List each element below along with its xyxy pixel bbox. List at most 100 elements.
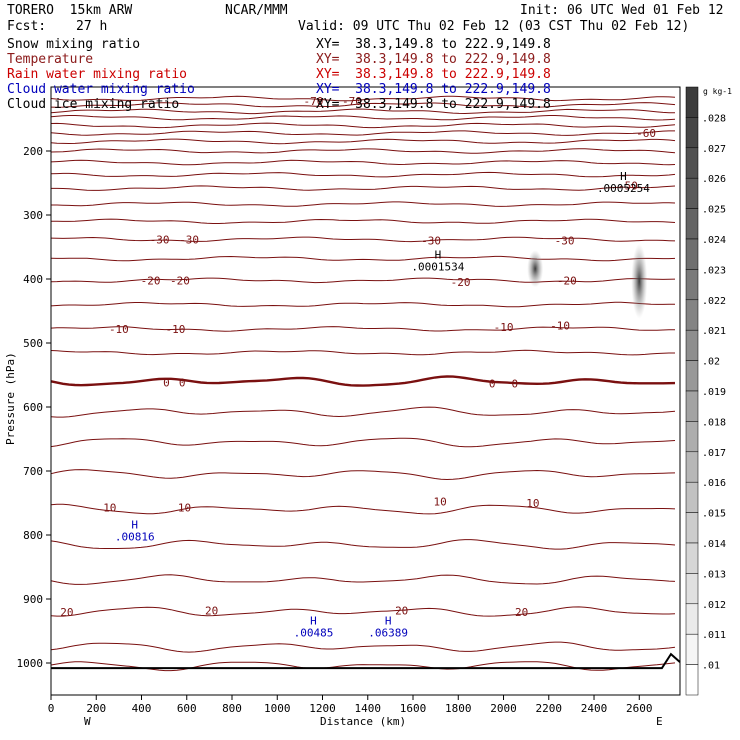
- colorbar-label: .026: [702, 174, 726, 185]
- colorbar-swatch: [685, 299, 699, 331]
- forecast-label: Fcst:: [7, 19, 47, 34]
- colorbar-swatch: [685, 86, 699, 118]
- x-tick-label: 2000: [490, 702, 517, 715]
- colorbar-swatch: [685, 603, 699, 635]
- temperature-label: -20: [141, 274, 161, 287]
- temperature-label: -20: [170, 274, 190, 287]
- x-tick-label: 800: [222, 702, 242, 715]
- temperature-contour: [50, 218, 676, 224]
- colorbar-label: .015: [702, 509, 726, 520]
- temperature-contour: [50, 503, 676, 515]
- temperature-label: 0: [163, 377, 170, 390]
- temperature-contour: [50, 102, 676, 108]
- maximum-value: .0001534: [411, 261, 464, 274]
- snow-shading: [527, 243, 648, 319]
- y-tick-label: 300: [23, 209, 43, 222]
- maximum-marker: H: [435, 249, 442, 262]
- temperature-contour: [50, 326, 676, 332]
- temperature-contours: [50, 95, 676, 672]
- colorbar-swatch: [685, 329, 699, 361]
- colorbar-label: .023: [702, 265, 726, 276]
- temperature-label: 10: [178, 501, 191, 514]
- colorbar-label: .019: [702, 387, 726, 398]
- temperature-label: -60: [636, 127, 656, 140]
- colorbar-swatch: [685, 421, 699, 453]
- temperature-contour: [50, 349, 675, 356]
- maximum-marker: H: [310, 615, 317, 628]
- east-label: E: [656, 715, 663, 728]
- valid-time: Valid: 09 UTC Thu 02 Feb 12 (03 CST Thu …: [298, 19, 690, 34]
- colorbar-swatch: [685, 269, 699, 301]
- x-tick-label: 600: [177, 702, 197, 715]
- colorbar-swatch: [685, 481, 699, 513]
- y-tick-label: 400: [23, 273, 43, 286]
- colorbar-label: .016: [702, 478, 726, 489]
- x-tick-label: 400: [132, 702, 152, 715]
- field-xy-cloud-ice: XY= 38.3,149.8 to 222.9,149.8: [316, 97, 551, 112]
- temperature-label: 20: [205, 605, 218, 618]
- colorbar-label: .028: [702, 113, 726, 124]
- temperature-label: -20: [557, 274, 577, 287]
- x-axis-title: Distance (km): [320, 715, 406, 728]
- temperature-label: -30: [421, 235, 441, 248]
- colorbar-label: .013: [702, 569, 726, 580]
- temperature-contour: [50, 108, 676, 115]
- temperature-contour: [50, 606, 676, 617]
- y-tick-label: 1000: [17, 657, 44, 670]
- colorbar-swatch: [685, 147, 699, 179]
- field-name-snow: Snow mixing ratio: [7, 37, 141, 52]
- temperature-label: 0: [179, 377, 186, 390]
- maximum-value: .06389: [368, 627, 408, 640]
- colorbar-swatch: [685, 451, 699, 483]
- maximum-value: .00816: [115, 531, 155, 544]
- snow-patch: [527, 250, 544, 288]
- temperature-label: 10: [434, 496, 447, 509]
- maximum-marker: H: [385, 615, 392, 628]
- colorbar-swatch: [685, 512, 699, 544]
- temperature-contour: [50, 138, 676, 145]
- temperature-contour: [50, 95, 676, 102]
- temperature-contour: [50, 469, 676, 481]
- colorbar-swatch: [685, 573, 699, 605]
- colorbar-label: .01: [702, 661, 720, 672]
- plot-frame: [50, 86, 681, 696]
- snow-patch: [631, 243, 648, 319]
- temperature-contour: [50, 130, 675, 136]
- colorbar-label: .011: [702, 630, 726, 641]
- temperature-label: 0: [512, 377, 519, 390]
- y-tick-label: 500: [23, 337, 43, 350]
- colorbar-swatch: [685, 117, 699, 149]
- colorbar-label: .017: [702, 448, 726, 459]
- temperature-contour: [50, 171, 676, 178]
- field-xy-cloud-water: XY= 38.3,149.8 to 222.9,149.8: [316, 82, 551, 97]
- field-name-rain: Rain water mixing ratio: [7, 67, 188, 82]
- colorbar-swatch: [685, 208, 699, 240]
- temperature-contour: [50, 574, 676, 585]
- field-name-temperature: Temperature: [7, 52, 94, 67]
- temperature-label: -10: [494, 321, 514, 334]
- field-xy-rain: XY= 38.3,149.8 to 222.9,149.8: [316, 67, 551, 82]
- x-tick-label: 1200: [309, 702, 336, 715]
- colorbar-swatch: [685, 177, 699, 209]
- x-tick-label: 1800: [445, 702, 472, 715]
- temperature-label: 20: [395, 605, 408, 618]
- x-axis-ticks: 0 200 400 600 800 1000 1200 1400 1600 1800 2000 220…: [48, 695, 653, 715]
- temperature-label: -70: [342, 95, 362, 108]
- temperature-contour: [50, 539, 676, 550]
- colorbar-swatch: [685, 360, 699, 392]
- temperature-label: -30: [555, 235, 575, 248]
- temperature-label: 0: [489, 377, 496, 390]
- temperature-contour: [50, 406, 676, 418]
- field-name-cloud-ice: Cloud ice mixing ratio: [7, 97, 180, 112]
- temperature-contour: [50, 148, 676, 154]
- colorbar-swatch: [685, 633, 699, 665]
- y-axis-ticks: 200 300 400 500 600 700 800 900 1000: [17, 145, 51, 670]
- temperature-labels: -70 -70 -60 -50 -30 -30 -30 -30 -20 -20 -20 -20 -10 -…: [60, 95, 656, 619]
- x-tick-label: 1600: [400, 702, 427, 715]
- colorbar-label: .018: [702, 417, 726, 428]
- temperature-label: -50: [618, 180, 638, 193]
- temperature-label: -30: [179, 233, 199, 246]
- colorbar-label: .027: [702, 144, 726, 155]
